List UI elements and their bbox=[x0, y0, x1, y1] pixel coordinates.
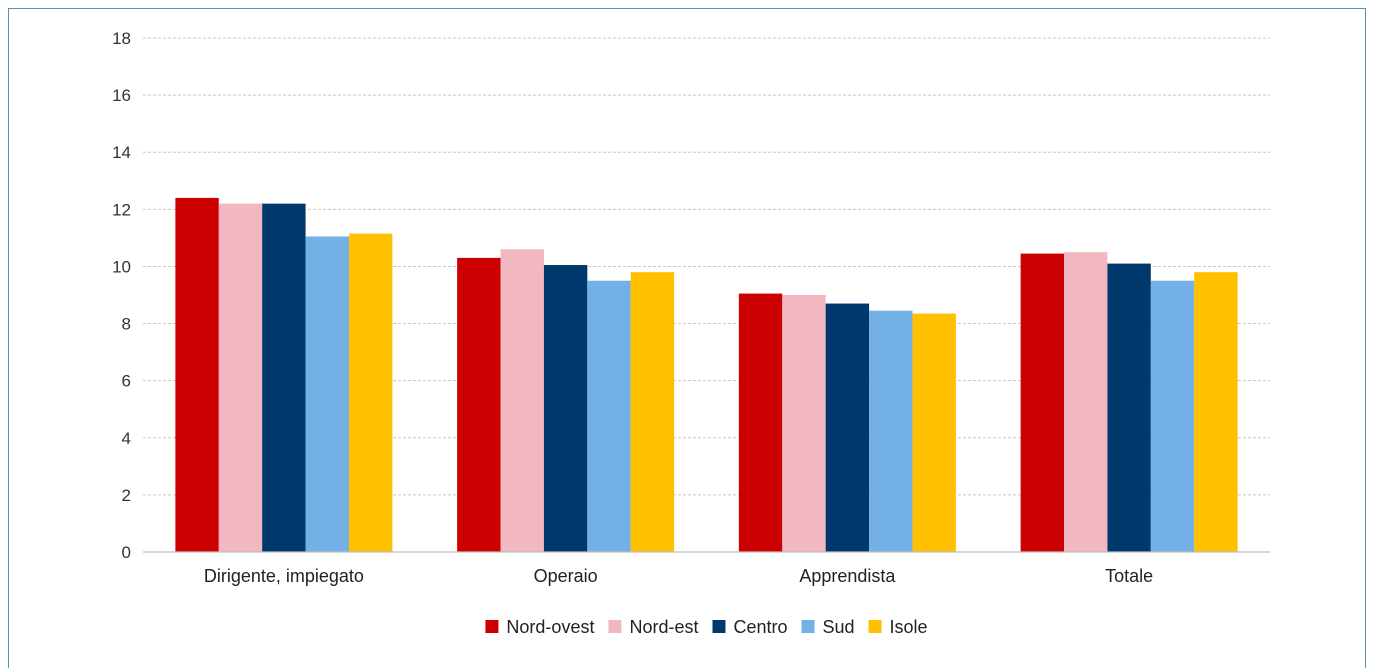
bar-centro-3 bbox=[1107, 263, 1151, 552]
y-axis-ticks: 0 2 4 6 8 10 12 14 16 18 bbox=[112, 29, 131, 562]
legend-label: Centro bbox=[733, 617, 787, 637]
legend-swatch bbox=[801, 620, 815, 633]
legend-swatch bbox=[712, 620, 726, 633]
x-tick-label: Apprendista bbox=[799, 566, 896, 586]
bar-nord-ovest-2 bbox=[738, 293, 783, 552]
bar-sud-3 bbox=[1150, 280, 1195, 552]
x-tick-label: Dirigente, impiegato bbox=[204, 566, 364, 586]
x-tick-label: Totale bbox=[1105, 566, 1153, 586]
y-tick-label: 0 bbox=[122, 543, 131, 562]
bar-isole-0 bbox=[348, 233, 393, 552]
legend-item: Centro bbox=[712, 617, 788, 637]
bar-nord-est-0 bbox=[218, 203, 263, 552]
bar-sud-2 bbox=[869, 310, 913, 552]
legend-swatch bbox=[485, 620, 499, 633]
y-tick-label: 14 bbox=[112, 143, 131, 162]
bar-centro-1 bbox=[543, 265, 588, 552]
legend-item: Nord-est bbox=[608, 617, 698, 637]
legend-item: Sud bbox=[801, 617, 855, 637]
bar-centro-0 bbox=[262, 203, 306, 552]
bar-chart: 0 2 4 6 8 10 12 14 16 18 Dirigente, impiegato Oper… bbox=[112, 29, 1270, 637]
bars bbox=[175, 197, 1238, 553]
y-tick-label: 18 bbox=[112, 29, 131, 48]
bar-nord-ovest-1 bbox=[457, 257, 501, 552]
x-axis-labels: Dirigente, impiegato Operaio Apprendista To… bbox=[204, 566, 1153, 586]
legend-label: Nord-est bbox=[629, 617, 698, 637]
legend-label: Sud bbox=[823, 617, 855, 637]
legend: Nord-ovest Nord-est Centro Sud Isole bbox=[485, 617, 928, 637]
legend-label: Isole bbox=[890, 617, 928, 637]
y-tick-label: 8 bbox=[122, 315, 131, 334]
bar-nord-ovest-3 bbox=[1020, 253, 1065, 552]
bar-nord-est-2 bbox=[782, 295, 826, 552]
legend-swatch bbox=[608, 620, 622, 633]
legend-label: Nord-ovest bbox=[506, 617, 594, 637]
bar-sud-0 bbox=[305, 236, 349, 552]
x-tick-label: Operaio bbox=[534, 566, 598, 586]
legend-item: Isole bbox=[868, 617, 928, 637]
bar-isole-3 bbox=[1194, 272, 1238, 552]
y-tick-label: 16 bbox=[112, 86, 131, 105]
legend-swatch bbox=[868, 620, 882, 633]
legend-item: Nord-ovest bbox=[485, 617, 594, 637]
y-tick-label: 6 bbox=[122, 372, 131, 391]
bar-nord-est-3 bbox=[1064, 252, 1108, 552]
y-tick-label: 10 bbox=[112, 257, 131, 276]
y-tick-label: 4 bbox=[122, 429, 131, 448]
y-tick-label: 2 bbox=[122, 486, 131, 505]
y-tick-label: 12 bbox=[112, 200, 131, 219]
bar-centro-2 bbox=[825, 303, 870, 552]
bar-sud-1 bbox=[587, 280, 631, 552]
bar-isole-2 bbox=[912, 313, 956, 552]
bar-isole-1 bbox=[630, 272, 675, 552]
bar-nord-est-1 bbox=[500, 249, 544, 553]
bar-nord-ovest-0 bbox=[175, 197, 219, 552]
